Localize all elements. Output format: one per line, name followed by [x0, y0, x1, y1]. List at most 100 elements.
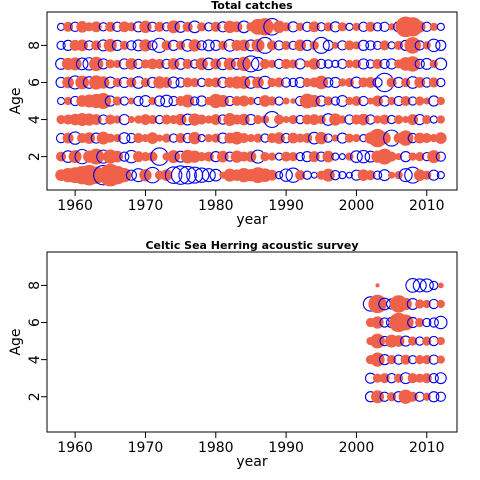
bubble — [170, 165, 191, 185]
bubble — [400, 354, 411, 365]
bubble — [434, 315, 448, 330]
x-tick-label: 2010 — [409, 440, 445, 456]
bubble — [436, 336, 445, 346]
bubble — [147, 58, 158, 70]
bubble — [274, 114, 285, 125]
bubble — [259, 58, 271, 69]
x-tick-label: 1980 — [198, 198, 234, 214]
bubble — [387, 355, 397, 365]
bubble — [190, 96, 200, 106]
bubble — [375, 283, 380, 288]
bubble — [388, 171, 396, 179]
bubble — [386, 151, 397, 162]
x-tick-label: 2000 — [339, 198, 375, 214]
bubble — [181, 94, 195, 108]
bubble — [62, 132, 74, 144]
bubble — [415, 373, 425, 383]
bubble — [314, 75, 329, 90]
bubble — [105, 21, 116, 32]
bubble — [251, 38, 265, 52]
bubble — [133, 95, 144, 107]
bubble — [295, 133, 305, 143]
bubble — [397, 314, 414, 331]
bubble — [316, 58, 327, 70]
bubble — [397, 130, 414, 146]
bubble — [400, 95, 411, 107]
bubble — [274, 171, 284, 180]
bubble — [429, 22, 438, 31]
bubble — [256, 18, 274, 36]
bubble — [252, 76, 264, 89]
bubble — [267, 59, 277, 69]
bubble — [422, 114, 432, 125]
bubble — [415, 299, 425, 309]
y-tick-label: 2 — [27, 152, 43, 161]
bubble — [281, 151, 292, 162]
bubble — [259, 95, 271, 107]
bubble — [161, 133, 172, 143]
bubble — [274, 77, 285, 88]
x-tick-label: 2010 — [409, 198, 445, 214]
bubble — [204, 77, 214, 88]
bubble — [330, 96, 340, 106]
bubble — [188, 131, 201, 145]
bubble — [372, 373, 383, 383]
bubble — [350, 150, 363, 163]
bubble — [140, 114, 151, 125]
bubble — [202, 39, 215, 52]
bubble — [140, 152, 151, 162]
y-tick-label: 2 — [27, 392, 43, 401]
bubble — [427, 38, 441, 53]
x-tick-label: 1980 — [198, 440, 234, 456]
bubble — [75, 75, 89, 90]
bubble — [126, 77, 137, 88]
bubble — [372, 77, 383, 88]
bubble — [68, 57, 82, 71]
bubble — [407, 391, 418, 402]
bubble — [379, 114, 390, 125]
bubble — [379, 373, 390, 384]
plot-frame — [46, 251, 458, 433]
bubble — [436, 299, 445, 309]
bubble — [365, 170, 376, 181]
bubble — [188, 150, 201, 163]
bubble — [280, 77, 292, 88]
bubble — [378, 131, 391, 145]
y-axis-label: Age — [8, 87, 24, 114]
panel: Total catches 1960 1970 1980 1990 2000 2010 2 4 6… — [8, 0, 458, 228]
bubble — [408, 336, 418, 346]
bubble — [118, 21, 130, 33]
bubble — [436, 77, 446, 88]
bubble — [372, 22, 383, 32]
bubble — [267, 152, 277, 161]
bubble — [415, 317, 425, 328]
bubble — [302, 133, 313, 144]
bubble — [352, 22, 361, 31]
bubble — [351, 95, 362, 107]
bubble — [175, 133, 186, 144]
bubble — [63, 96, 73, 106]
bubble — [132, 151, 144, 163]
bubble — [178, 165, 197, 185]
bubble — [344, 40, 355, 51]
bubble — [267, 40, 278, 51]
bubble — [238, 95, 250, 107]
panel-title: Celtic Sea Herring acoustic survey — [145, 239, 358, 252]
bubble — [295, 170, 306, 181]
bubble — [182, 21, 193, 32]
bubble — [231, 21, 243, 33]
bubble — [272, 20, 286, 33]
bubble — [357, 169, 370, 181]
bubble — [365, 21, 376, 32]
bubble — [267, 96, 277, 106]
bubble — [323, 77, 334, 88]
bubble — [295, 151, 305, 162]
bubble — [126, 40, 137, 51]
bubble — [160, 94, 173, 108]
bubble — [316, 114, 326, 125]
bubble — [436, 96, 445, 106]
bubble — [260, 152, 270, 162]
bubble — [366, 97, 375, 105]
bubble — [210, 58, 222, 70]
